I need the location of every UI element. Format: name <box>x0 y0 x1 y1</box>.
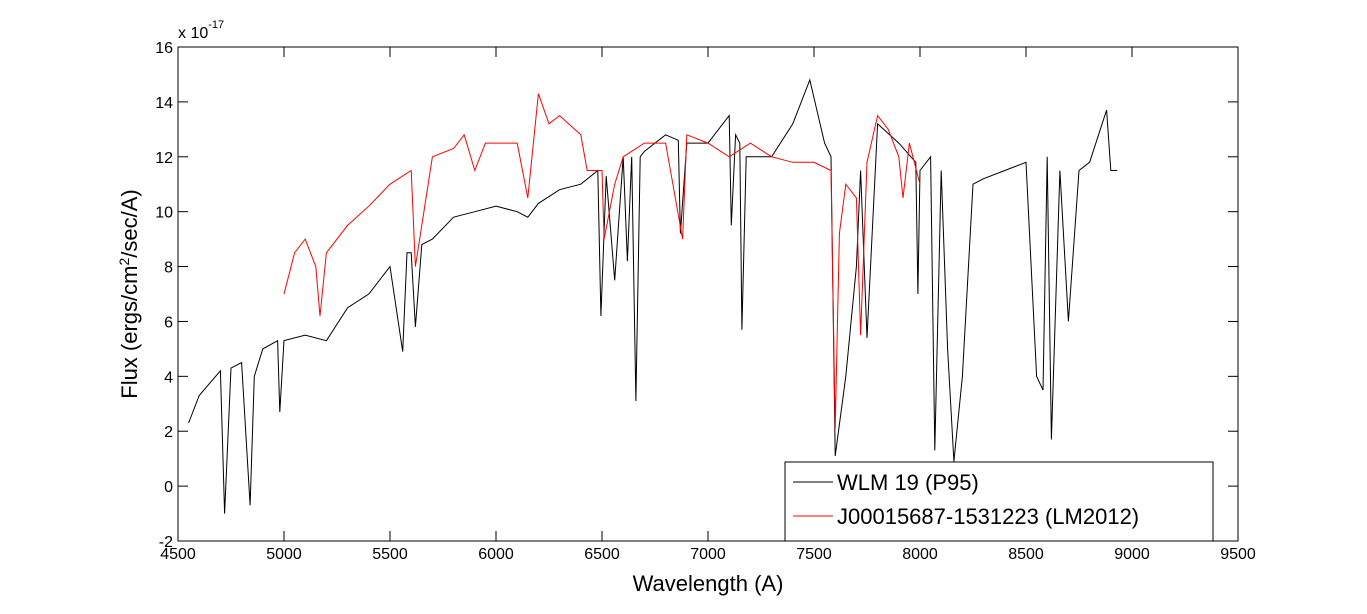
legend-label: WLM 19 (P95) <box>837 470 979 495</box>
x-tick-label: 9500 <box>1220 546 1256 563</box>
y-tick-label: -2 <box>159 534 173 551</box>
x-tick-label: 7500 <box>796 546 832 563</box>
x-tick-label: 6000 <box>478 546 514 563</box>
y-tick-label: 6 <box>164 314 173 331</box>
x-tick-label: 5500 <box>372 546 408 563</box>
y-label-sup: 2 <box>116 258 132 266</box>
y-tick-label: 0 <box>164 479 173 496</box>
y-tick-label: 4 <box>164 369 173 386</box>
series-line <box>283 93 921 429</box>
y-tick-label: 2 <box>164 424 173 441</box>
y-tick-label: 16 <box>155 40 173 57</box>
x-tick-label: 5000 <box>266 546 302 563</box>
y-tick-label: 10 <box>155 205 173 222</box>
y-axis-label: Flux (ergs/cm2/sec/A) <box>116 189 142 399</box>
y-label-part: Flux (ergs/cm <box>117 266 142 399</box>
multiplier-exponent: -17 <box>208 19 224 31</box>
legend-box <box>784 461 1214 542</box>
x-tick-label: 6500 <box>584 546 620 563</box>
axis-multiplier: x 10-17 <box>178 19 224 42</box>
y-label-part: /sec/A) <box>117 189 142 257</box>
y-tick-label: 12 <box>155 150 173 167</box>
multiplier-base: x 10 <box>178 25 208 42</box>
x-axis-label: Wavelength (A) <box>633 571 784 596</box>
x-tick-label: 8500 <box>1008 546 1044 563</box>
x-tick-label: 7000 <box>690 546 726 563</box>
x-tick-label: 9000 <box>1114 546 1150 563</box>
y-tick-label: 14 <box>155 95 173 112</box>
legend-label: J00015687-1531223 (LM2012) <box>837 504 1139 529</box>
y-tick-label: 8 <box>164 260 173 277</box>
x-tick-label: 4500 <box>160 546 196 563</box>
x-tick-label: 8000 <box>902 546 938 563</box>
plot-frame <box>177 46 1239 542</box>
